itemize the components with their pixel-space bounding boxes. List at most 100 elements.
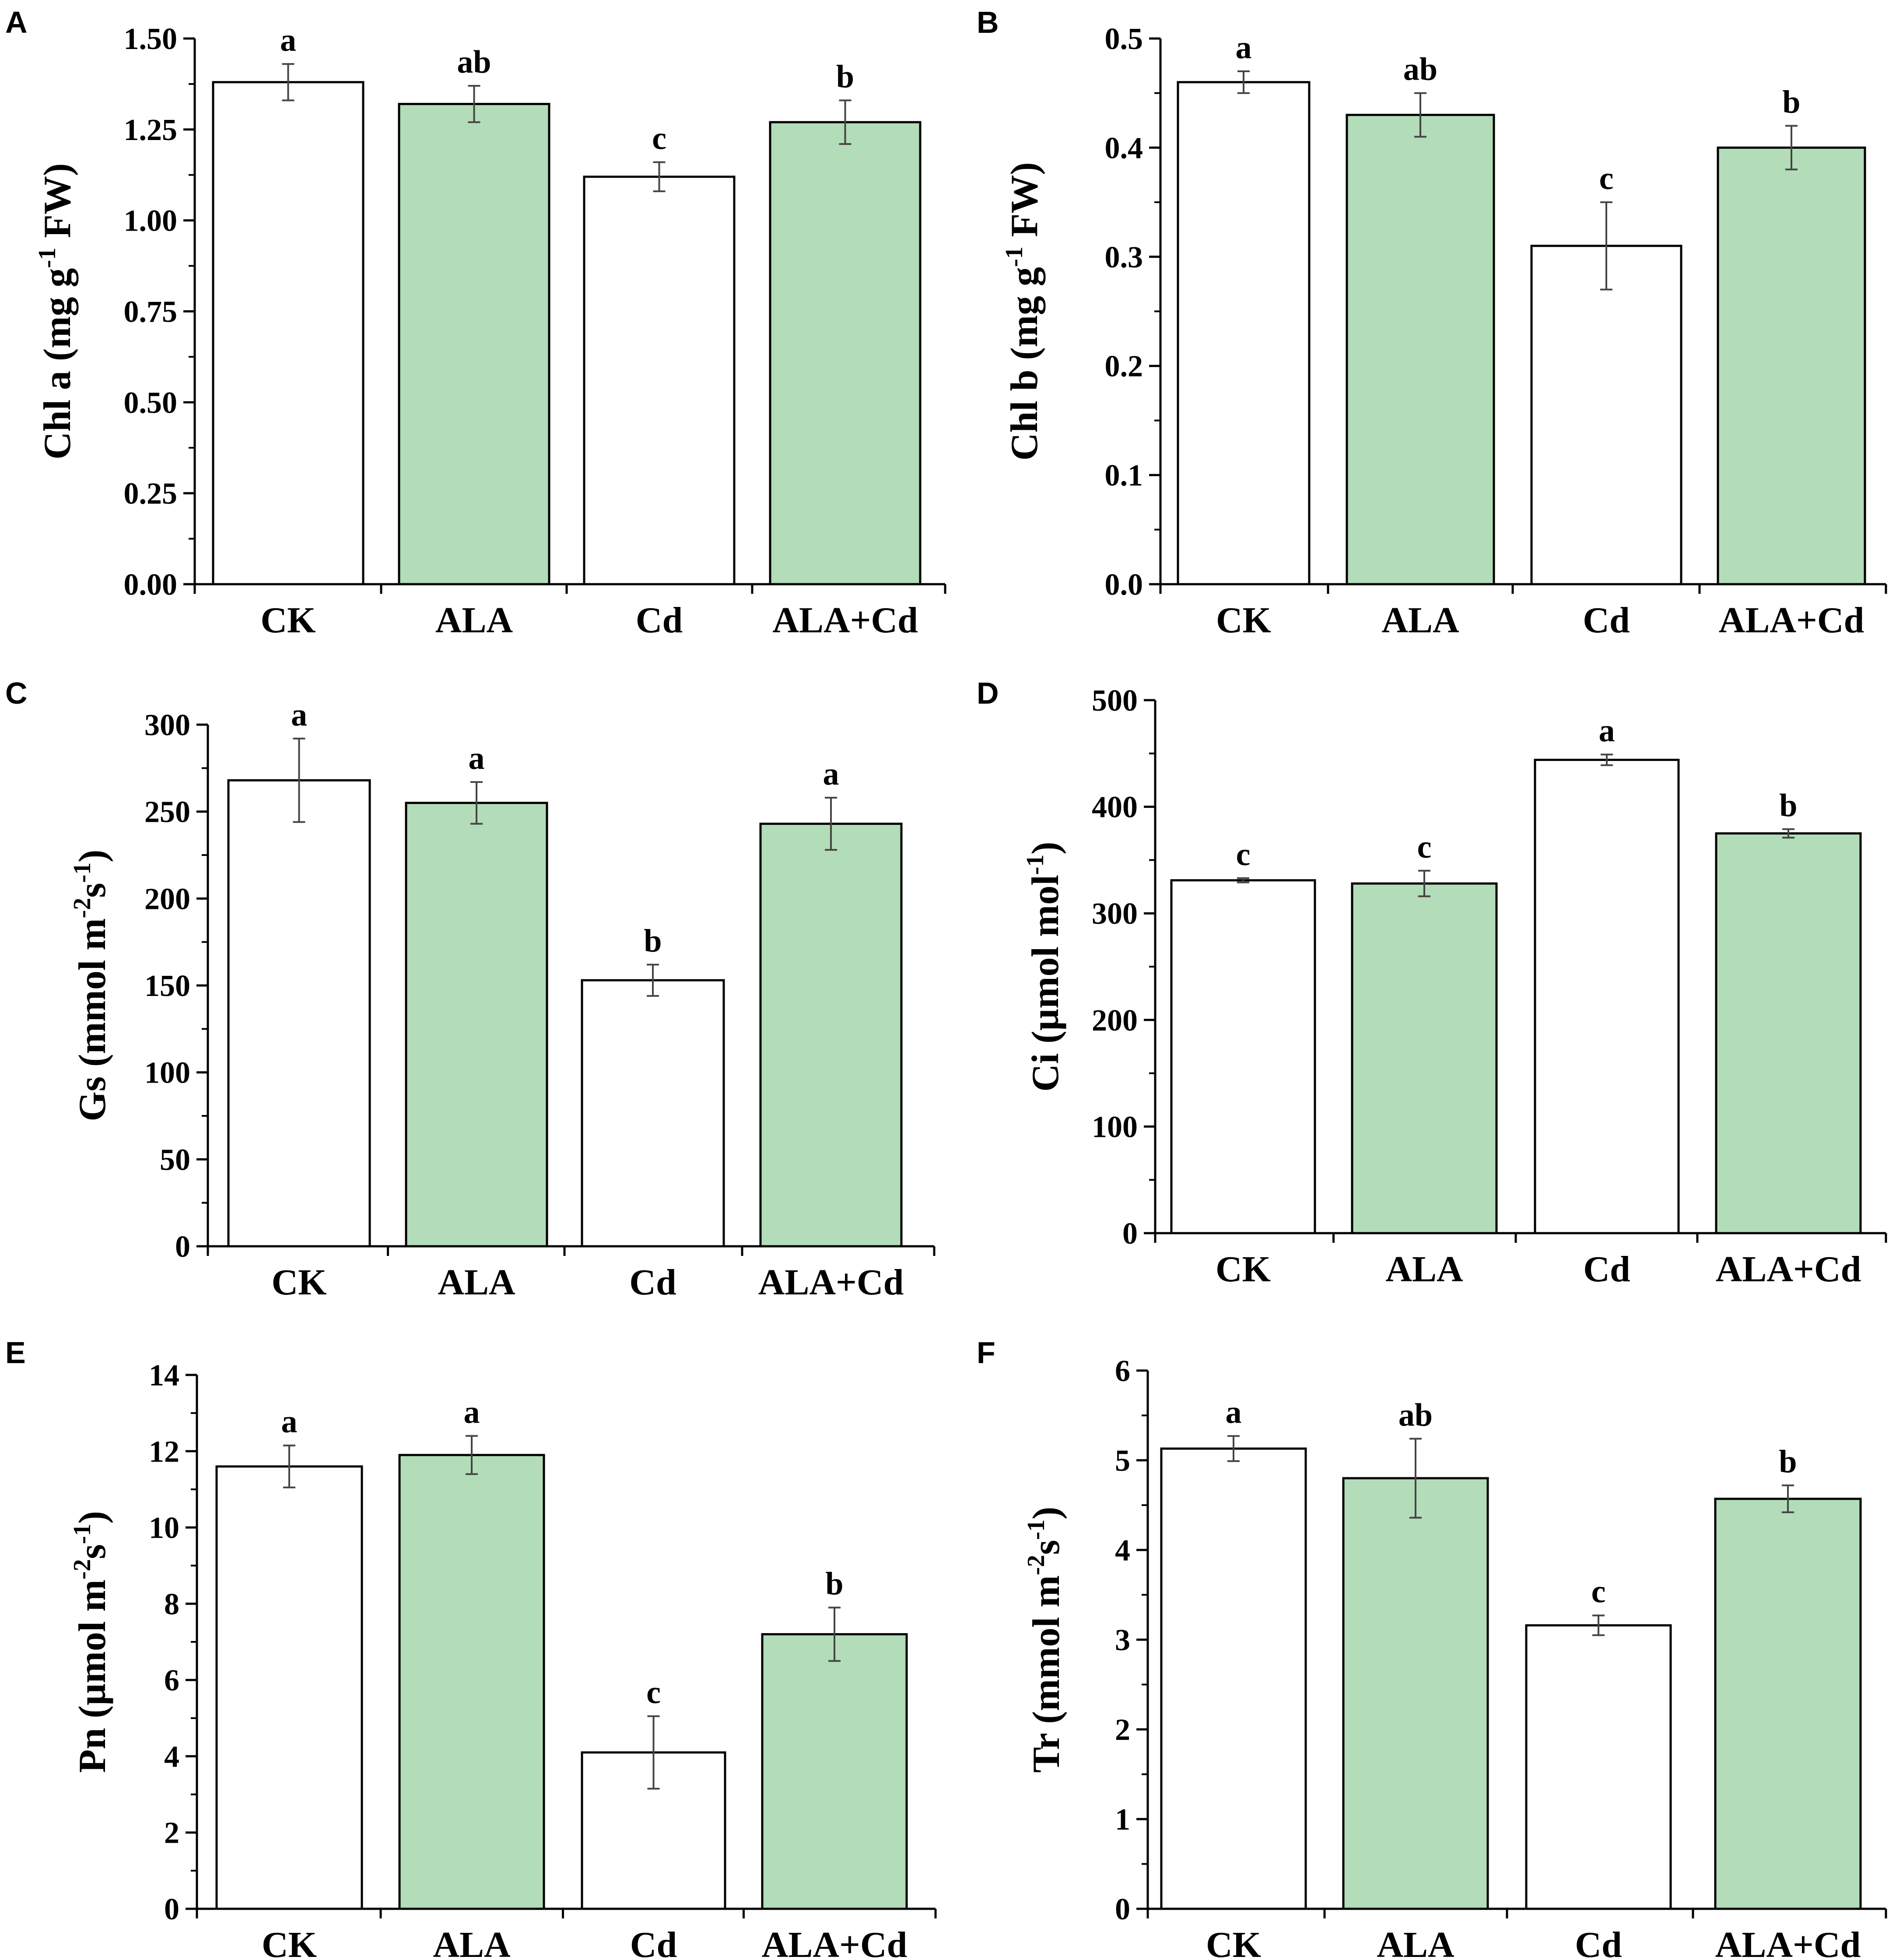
bar-cd: [583, 175, 736, 586]
x-tick-label: CK: [1216, 1249, 1271, 1290]
bar-ala-cd: [1717, 146, 1866, 586]
panel-letter: D: [977, 676, 999, 710]
significance-letter: a: [291, 697, 307, 733]
y-tick-label: 0: [175, 1230, 190, 1264]
significance-letter: b: [1782, 84, 1800, 120]
bar-ala: [1346, 114, 1495, 586]
error-bar: [282, 63, 294, 102]
bar-ala: [1351, 882, 1498, 1234]
y-axis-title: Chl a (mg g-1 FW): [34, 163, 79, 459]
x-tick-label: ALA+Cd: [762, 1925, 908, 1960]
y-tick-label: 1.25: [124, 113, 178, 147]
y-tick-label: 12: [149, 1435, 179, 1469]
y-tick-label: 400: [1092, 791, 1138, 824]
x-tick-label: Cd: [1583, 1249, 1630, 1290]
x-tick-label: ALA+Cd: [1719, 600, 1864, 641]
significance-letter: b: [1779, 1444, 1797, 1480]
x-tick-label: ALA: [1385, 1249, 1463, 1290]
y-tick-label: 0: [1115, 1893, 1130, 1926]
y-tick-label: 0.75: [124, 295, 178, 329]
significance-letter: a: [281, 1404, 298, 1440]
bar-ck: [215, 1465, 363, 1910]
significance-letter: a: [280, 22, 296, 58]
y-axis-title: Chl b (mg g-1 FW): [1001, 162, 1046, 460]
y-tick-label: 0.0: [1105, 568, 1143, 602]
significance-letter: ab: [1398, 1397, 1433, 1433]
error-bar: [1782, 828, 1794, 839]
y-tick-label: 10: [149, 1511, 179, 1545]
error-bar: [1418, 870, 1430, 898]
significance-letter: c: [646, 1675, 661, 1711]
significance-letter: a: [1236, 30, 1252, 66]
significance-letter: c: [1599, 161, 1614, 196]
x-tick-label: Cd: [1583, 600, 1630, 641]
y-tick-label: 0.1: [1105, 459, 1143, 493]
x-tick-label: ALA: [433, 1925, 511, 1960]
bar-ck: [212, 81, 364, 586]
significance-letter: a: [464, 1394, 480, 1430]
error-bar: [468, 85, 480, 123]
significance-letter: a: [1599, 713, 1615, 749]
x-tick-label: Cd: [629, 1262, 676, 1303]
x-tick-label: CK: [261, 600, 316, 641]
x-tick-label: ALA: [1377, 1925, 1454, 1960]
significance-letter: ab: [457, 44, 491, 80]
x-tick-label: Cd: [1575, 1925, 1622, 1960]
significance-letter: c: [652, 121, 666, 157]
y-tick-label: 4: [164, 1740, 179, 1774]
y-axis-title: Ci (µmol mol-1): [1022, 842, 1067, 1091]
y-tick-label: 8: [164, 1588, 179, 1621]
y-tick-label: 100: [1092, 1110, 1138, 1144]
y-tick-label: 0.5: [1105, 22, 1143, 56]
error-bar: [825, 796, 837, 851]
y-tick-label: 200: [144, 882, 190, 916]
significance-letter: b: [1779, 788, 1797, 824]
x-tick-label: ALA: [435, 600, 513, 641]
error-bar: [647, 964, 659, 997]
y-tick-label: 300: [1092, 897, 1138, 931]
significance-letter: a: [1226, 1395, 1242, 1431]
bar-ala-cd: [1715, 832, 1862, 1234]
y-tick-label: 3: [1115, 1623, 1130, 1657]
bar-cd: [1534, 758, 1680, 1234]
chart-panel-c: Ca CK a ALA b Cd a ALA+Cd 0 50 100 150 200 250 300 Gs (…: [5, 676, 936, 1303]
error-bar: [1409, 1438, 1422, 1519]
y-tick-label: 0.50: [124, 386, 178, 420]
x-tick-label: ALA+Cd: [758, 1262, 904, 1303]
bar-ala: [1342, 1477, 1489, 1910]
x-tick-label: ALA: [1381, 600, 1459, 641]
y-tick-label: 2: [164, 1816, 179, 1850]
significance-letter: b: [836, 59, 854, 95]
y-tick-label: 150: [144, 969, 190, 1003]
bar-ala-cd: [759, 822, 903, 1248]
bar-ala-cd: [769, 121, 922, 586]
error-bar: [1785, 125, 1798, 171]
error-bar: [1600, 201, 1612, 291]
bar-ck: [1170, 879, 1316, 1234]
bar-ck: [227, 779, 371, 1248]
chart-panel-e: Ea CK a ALA c Cd b ALA+Cd 0 2 4 6 8 10 12 14 Pn (µmol m-…: [5, 1336, 937, 1960]
y-tick-label: 1.00: [124, 204, 178, 238]
significance-letter: c: [1591, 1574, 1606, 1610]
y-tick-label: 500: [1092, 684, 1138, 718]
x-tick-label: CK: [262, 1925, 317, 1960]
y-tick-label: 0.3: [1105, 241, 1143, 274]
y-tick-label: 0.25: [124, 477, 178, 511]
error-bar: [1601, 754, 1613, 766]
y-tick-label: 2: [1115, 1713, 1130, 1747]
panel-letter: F: [977, 1336, 995, 1370]
significance-letter: a: [823, 756, 839, 792]
panel-letter: E: [5, 1336, 26, 1370]
y-tick-label: 5: [1115, 1444, 1130, 1478]
error-bar: [1782, 1484, 1794, 1513]
bar-cd: [1530, 245, 1682, 586]
error-bar: [466, 1435, 478, 1475]
chart-panel-f: Fa CK ab ALA c Cd b ALA+Cd 0 1 2 3 4 5 6 Tr (mmol m-2s-…: [977, 1336, 1887, 1960]
error-bar: [470, 781, 483, 825]
error-bar: [1237, 70, 1250, 94]
error-bar: [1237, 877, 1249, 884]
y-tick-label: 1: [1115, 1803, 1130, 1837]
y-tick-label: 300: [144, 708, 190, 742]
y-tick-label: 0: [164, 1893, 179, 1926]
y-tick-label: 200: [1092, 1004, 1138, 1038]
